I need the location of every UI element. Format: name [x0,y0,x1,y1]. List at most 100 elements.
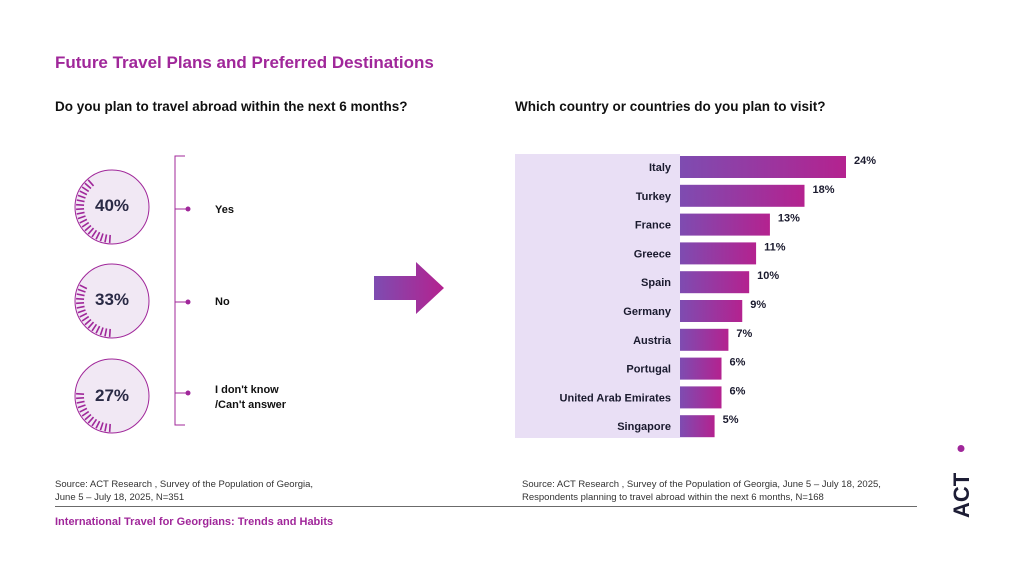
donut-tick [77,404,86,409]
donut-tick [104,423,108,432]
value-label: 6% [730,385,746,397]
donut-tick [95,325,101,334]
value-label: 7% [736,328,752,340]
donut-1 [74,263,150,339]
donut-tick [104,328,108,337]
option-dont-know-line1: I don't know [215,384,279,396]
value-label: 5% [723,414,739,426]
value-label: 6% [730,357,746,369]
bar-singapore [680,415,715,438]
donut-tick [77,309,86,314]
destinations-bar-chart: Italy 24% Turkey 18% France 13% Greece 11% Spain… [515,154,876,438]
pct-label-yes: 40% [94,196,130,215]
option-dont-know: I don't know /Can't answer [215,383,286,413]
pct-label-dont-know: 27% [94,386,130,405]
act-logo-text: ACT [949,472,974,518]
donut-tick [76,400,85,404]
donut-tick [79,218,88,224]
right-question: Which country or countries do you plan t… [515,99,826,114]
option-dont-know-line2: /Can't answer [215,399,287,411]
value-label: 24% [854,155,876,167]
bar-united-arab-emirates [680,386,722,409]
donut-tick [84,224,92,232]
option-yes: Yes [215,203,234,218]
donut-tick [81,315,90,322]
donut-tick [108,423,111,432]
bar-germany [680,300,743,322]
right-source: Source: ACT Research , Survey of the Pop… [522,478,881,504]
page-title: Future Travel Plans and Preferred Destin… [55,53,434,72]
donut-tick [76,302,85,305]
left-source-line2: June 5 – July 18, 2025, N=351 [55,492,185,503]
donut-tick [76,397,85,400]
donut-tick [76,305,85,309]
bar-panel-background [515,154,680,438]
donut-circle [74,169,150,245]
donut-tick [84,182,92,190]
donut-tick [81,186,90,193]
value-label: 10% [757,270,779,282]
donut-tick [87,416,95,424]
donut-tick [76,203,85,206]
category-label: Turkey [636,191,672,203]
arrow-right-icon [374,262,444,314]
category-label: Italy [649,162,672,174]
donut-tick [79,190,88,196]
value-label: 13% [778,213,800,225]
left-question: Do you plan to travel abroad within the … [55,99,408,114]
value-label: 11% [764,241,786,253]
category-label: United Arab Emirates [560,392,671,404]
donut-tick [108,328,111,337]
right-source-line2: Respondents planning to travel abroad wi… [522,492,824,503]
bar-greece [680,242,757,265]
category-label: Spain [641,277,671,289]
donut-tick [84,413,92,421]
option-no-line1: No [215,296,230,308]
value-label: 18% [813,184,835,196]
bar-spain [680,271,750,294]
donut-tick [77,194,86,199]
donut-tick [87,321,95,329]
category-label: Greece [634,248,671,260]
bracket-line [174,155,185,426]
donut-tick [91,323,98,332]
donut-tick [104,234,108,243]
option-yes-line1: Yes [215,204,234,216]
donut-2 [74,358,150,434]
act-logo-dot [957,445,965,452]
donut-tick [77,288,86,293]
act-logo: ACT [949,445,974,518]
donut-tick [79,284,88,290]
donut-tick [87,179,95,187]
donut-tick [76,199,85,203]
option-no: No [215,295,230,310]
left-source-line1: Source: ACT Research , Survey of the Pop… [55,479,314,490]
donut-tick [81,410,90,417]
donut-tick [95,420,101,429]
donut-tick [79,312,88,318]
donut-tick [81,221,90,228]
bar-turkey [680,184,805,207]
bar-france [680,213,770,236]
donut-tick [91,418,98,427]
bracket-dot [185,299,191,305]
bar-austria [680,328,729,351]
left-source: Source: ACT Research , Survey of the Pop… [55,478,313,504]
bracket-dot [185,390,191,396]
donut-tick [76,211,85,215]
donut-tick [79,407,88,413]
footer-divider [55,506,917,507]
donut-tick [91,229,98,238]
donut-tick [84,318,92,326]
bar-italy [680,156,846,178]
right-source-line1: Source: ACT Research , Survey of the Pop… [522,479,881,490]
category-label: Portugal [626,364,671,376]
travel-intent-chart [74,155,191,434]
donut-tick [95,231,101,240]
footer-title: International Travel for Georgians: Tren… [55,516,334,528]
bar-portugal [680,357,722,380]
donut-tick [99,327,104,336]
donut-circle [74,263,150,339]
donut-tick [77,215,86,220]
donut-0 [74,169,150,245]
